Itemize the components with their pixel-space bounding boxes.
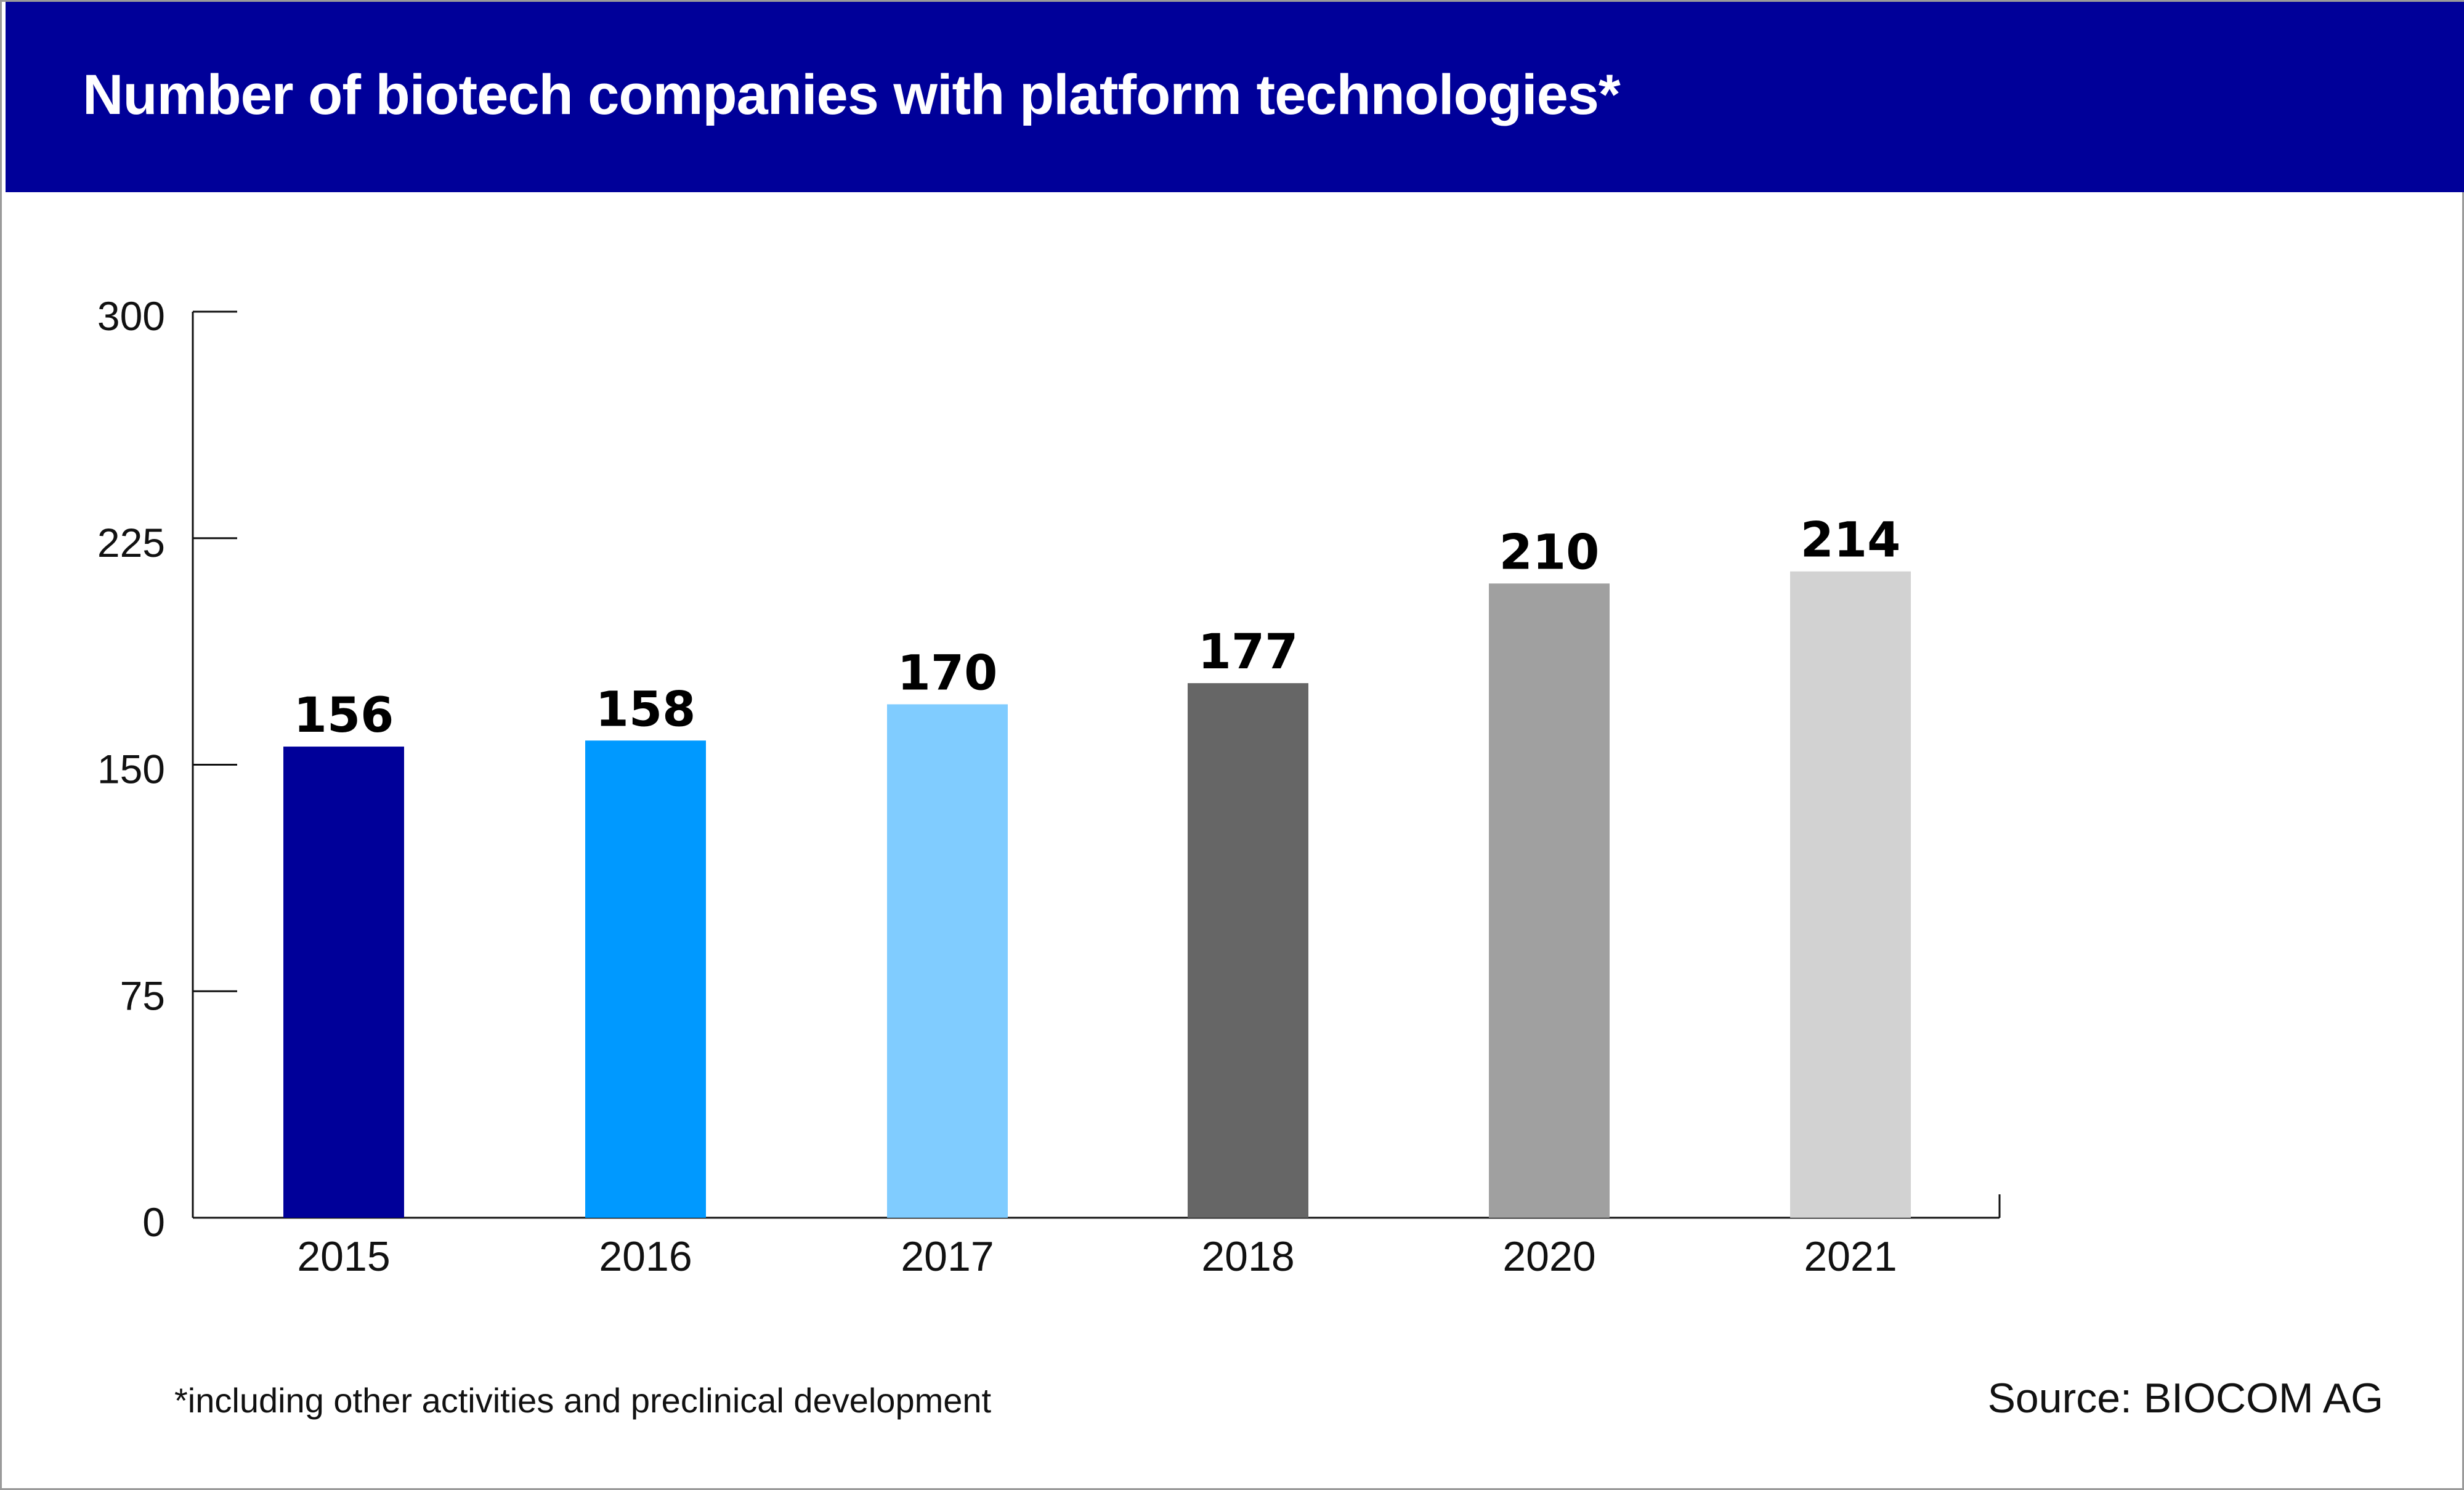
data-label-2016: 158	[596, 682, 696, 737]
axes: 0 75 150 225 300	[97, 293, 2001, 1245]
bar-2020	[1489, 583, 1610, 1218]
bar-2021	[1790, 571, 1911, 1218]
bars	[283, 571, 1911, 1218]
data-label-2015: 156	[294, 688, 394, 743]
bar-2017	[887, 704, 1008, 1218]
x-tick-label-2018: 2018	[1201, 1233, 1294, 1280]
x-tick-label-2021: 2021	[1804, 1233, 1897, 1280]
bar-2018	[1188, 683, 1308, 1218]
x-tick-label-2016: 2016	[599, 1233, 692, 1280]
labels: 156 2015 158 2016 170 2017 177 2018 210 2020 214 20…	[294, 513, 1901, 1280]
bar-2016	[585, 740, 706, 1218]
bar-2015	[283, 747, 404, 1218]
x-tick-label-2017: 2017	[901, 1233, 994, 1280]
chart-header: Number of biotech companies with platfor…	[6, 2, 2464, 192]
data-label-2021: 214	[1801, 513, 1901, 569]
y-tick-label: 75	[120, 973, 165, 1018]
y-tick-label: 225	[97, 520, 165, 565]
y-tick-label: 150	[97, 747, 165, 792]
y-tick-label: 300	[97, 293, 165, 339]
data-label-2017: 170	[898, 646, 998, 701]
footnote: *including other activities and preclini…	[174, 1381, 992, 1420]
y-tick-label: 0	[142, 1199, 165, 1245]
source-credit: Source: BIOCOM AG	[1987, 1375, 2383, 1422]
data-label-2018: 177	[1198, 625, 1299, 680]
data-label-2020: 210	[1499, 525, 1600, 580]
chart-title: Number of biotech companies with platfor…	[83, 63, 1621, 126]
x-tick-label-2015: 2015	[297, 1233, 390, 1280]
x-tick-label-2020: 2020	[1502, 1233, 1595, 1280]
